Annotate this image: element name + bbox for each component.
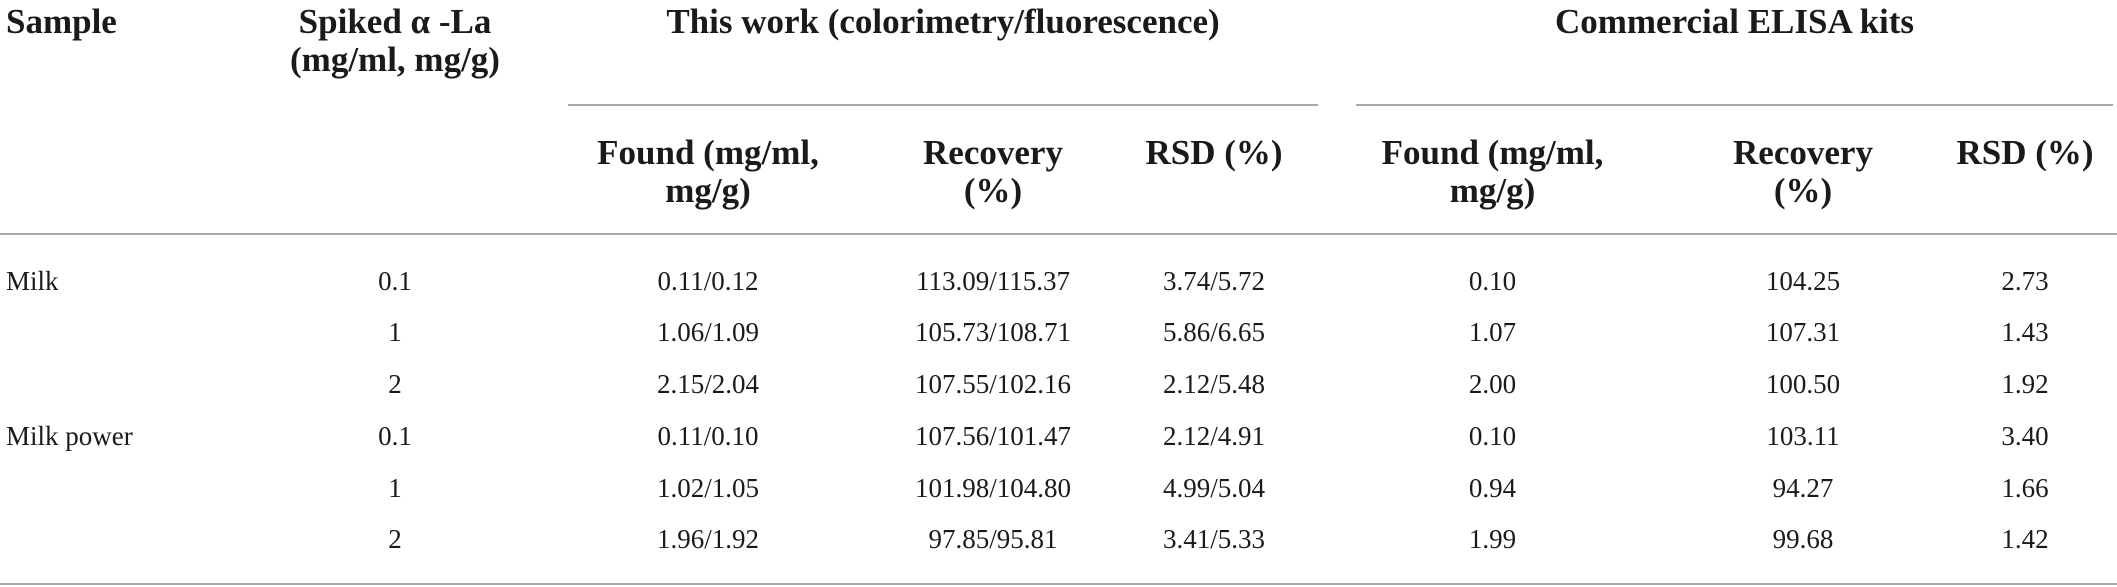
header-sample: Sample — [6, 2, 117, 41]
cell-el-found: 0.10 — [1468, 266, 1517, 296]
cell-el-rsd: 3.40 — [2001, 421, 2049, 451]
header-tw-found-line2: mg/g) — [665, 171, 751, 210]
cell-el-found: 0.94 — [1468, 473, 1517, 503]
group-rule-this-work — [568, 104, 1318, 106]
cell-el-rsd: 1.42 — [2001, 524, 2049, 554]
cell-el-found: 1.07 — [1468, 317, 1517, 347]
header-el-found-line1: Found (mg/ml, — [1381, 133, 1604, 172]
cell-tw-rsd: 3.41/5.33 — [1162, 524, 1265, 554]
header-el-rsd: RSD (%) — [1956, 133, 2094, 172]
cell-tw-recovery: 101.98/104.80 — [914, 473, 1071, 503]
cell-tw-found: 1.06/1.09 — [656, 317, 759, 347]
cell-tw-found: 0.11/0.10 — [657, 421, 759, 451]
cell-tw-recovery: 107.56/101.47 — [914, 421, 1071, 451]
cell-el-found: 2.00 — [1468, 369, 1517, 399]
header-spiked-line2: (mg/ml, mg/g) — [290, 40, 500, 79]
header-group-elisa: Commercial ELISA kits — [1554, 2, 1915, 41]
cell-el-rsd: 2.73 — [2001, 266, 2049, 296]
header-tw-found-line1: Found (mg/ml, — [597, 133, 819, 172]
cell-tw-rsd: 4.99/5.04 — [1162, 473, 1265, 503]
cell-tw-found: 0.11/0.12 — [657, 266, 759, 296]
header-bottom-rule — [0, 233, 2117, 235]
header-tw-recovery-line2: (%) — [963, 171, 1023, 210]
cell-spiked: 2 — [388, 524, 402, 554]
cell-el-recovery: 94.27 — [1772, 473, 1834, 503]
header-spiked-line1: Spiked α -La — [298, 2, 492, 41]
header-el-recovery-line1: Recovery — [1733, 133, 1873, 172]
cell-tw-rsd: 3.74/5.72 — [1162, 266, 1265, 296]
cell-el-recovery: 107.31 — [1765, 317, 1841, 347]
cell-sample: Milk power — [6, 421, 133, 451]
cell-el-recovery: 99.68 — [1772, 524, 1834, 554]
group-rule-elisa — [1356, 104, 2113, 106]
cell-el-rsd: 1.92 — [2001, 369, 2049, 399]
cell-el-found: 0.10 — [1468, 421, 1517, 451]
cell-spiked: 1 — [388, 317, 402, 347]
cell-spiked: 2 — [388, 369, 402, 399]
cell-tw-rsd: 2.12/5.48 — [1162, 369, 1265, 399]
cell-tw-found: 1.02/1.05 — [656, 473, 759, 503]
cell-el-recovery: 103.11 — [1766, 421, 1840, 451]
cell-tw-recovery: 113.09/115.37 — [916, 266, 1070, 296]
cell-tw-found: 1.96/1.92 — [656, 524, 759, 554]
cell-sample: Milk — [6, 266, 59, 296]
cell-tw-recovery: 97.85/95.81 — [928, 524, 1058, 554]
cell-tw-rsd: 5.86/6.65 — [1162, 317, 1265, 347]
cell-el-rsd: 1.66 — [2001, 473, 2049, 503]
table-bottom-rule — [0, 583, 2117, 585]
header-tw-rsd: RSD (%) — [1145, 133, 1283, 172]
header-el-recovery-line2: (%) — [1773, 171, 1833, 210]
cell-el-recovery: 104.25 — [1765, 266, 1841, 296]
cell-tw-recovery: 105.73/108.71 — [914, 317, 1071, 347]
cell-spiked: 0.1 — [378, 421, 412, 451]
header-tw-recovery-line1: Recovery — [923, 133, 1063, 172]
header-el-found-line2: mg/g) — [1449, 171, 1536, 210]
cell-tw-found: 2.15/2.04 — [656, 369, 759, 399]
cell-spiked: 0.1 — [378, 266, 412, 296]
cell-el-recovery: 100.50 — [1765, 369, 1841, 399]
cell-spiked: 1 — [388, 473, 402, 503]
header-group-this-work: This work (colorimetry/fluorescence) — [666, 2, 1220, 41]
cell-tw-rsd: 2.12/4.91 — [1162, 421, 1265, 451]
cell-el-rsd: 1.43 — [2001, 317, 2049, 347]
cell-el-found: 1.99 — [1468, 524, 1517, 554]
cell-tw-recovery: 107.55/102.16 — [914, 369, 1071, 399]
